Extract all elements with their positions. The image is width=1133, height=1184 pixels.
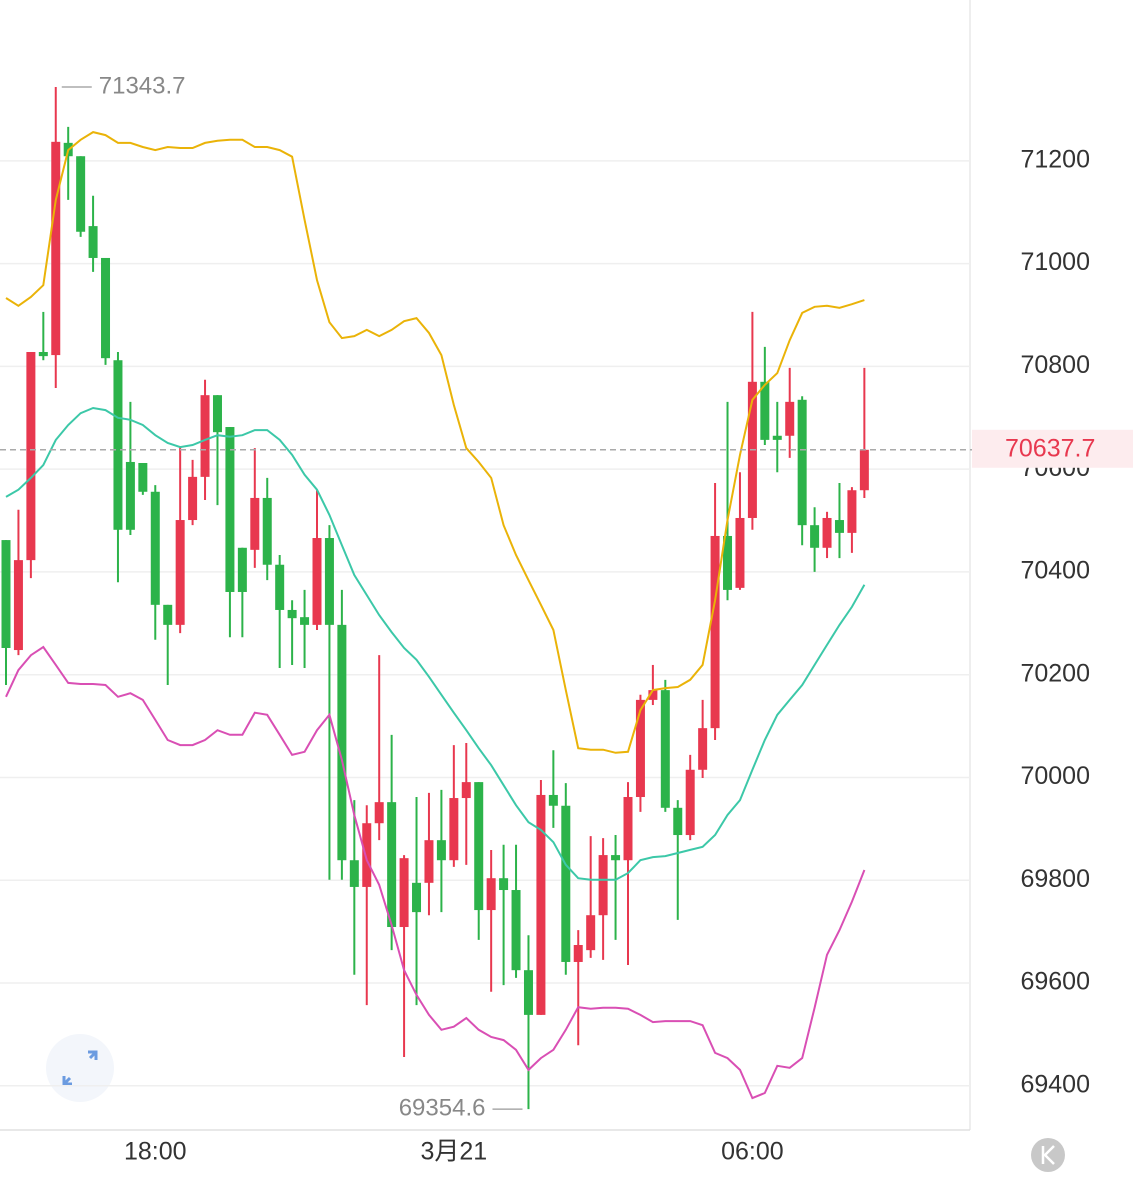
y-tick-label: 69400 [1020,1070,1090,1098]
band-line [5,406,866,881]
candle-body [561,805,571,962]
candle-body [735,517,745,588]
candle-body [810,525,820,548]
high-label: 71343.7 [99,72,186,99]
candle-body [586,915,596,951]
last-price-box [972,429,1133,468]
candle-body [710,535,720,729]
candle-body [51,141,61,356]
candle-body [101,257,111,359]
x-tick-label: 3月21 [420,1138,487,1166]
candle-body [349,860,359,887]
candle-body [623,797,633,861]
candle-body [834,520,844,533]
y-tick-label: 70400 [1020,557,1090,585]
candle-body [760,381,770,440]
candle-body [287,609,297,619]
band-line [5,645,866,1100]
candle-body [548,794,558,806]
candle-body [412,882,422,913]
k-button[interactable] [1031,1138,1065,1172]
candle-body [387,802,397,928]
candle-body [797,399,807,526]
candle-body [685,769,695,836]
candle-body [772,435,782,440]
candle-body [635,699,645,798]
y-tick-label: 69800 [1020,865,1090,893]
candle-body [723,535,733,590]
candle-body [511,890,521,971]
candle-body [262,497,272,565]
candle-body [1,540,11,648]
band-line [5,131,865,754]
candle-body [785,401,795,436]
candle-body [337,624,347,861]
candle-body [573,945,583,962]
y-tick-label: 70800 [1020,351,1090,379]
candle-body [200,395,210,477]
y-tick-label: 70000 [1020,762,1090,790]
candle-body [163,604,173,625]
candle-body [523,970,533,1015]
y-tick-label: 71200 [1020,145,1090,173]
candle-body [225,427,235,592]
candle-body [212,395,222,433]
candle-body [237,547,247,592]
k-icon[interactable] [1041,1145,1055,1165]
candle-body [312,538,322,625]
candle-body [138,462,148,492]
candle-body [474,782,484,911]
k-circle[interactable] [1031,1138,1065,1172]
expand-icon[interactable] [62,1050,98,1086]
candle-body [362,823,372,887]
x-tick-label: 18:00 [124,1138,187,1166]
candle-body [598,855,608,916]
candle-body [536,794,546,1015]
expand-button[interactable] [46,1034,114,1102]
low-label: 69354.6 [399,1094,486,1121]
candle-body [822,517,832,548]
candle-body [449,798,459,861]
last-price-label: 70637.7 [1005,434,1095,462]
candle-body [324,538,334,625]
candle-body [125,461,135,530]
candle-body [113,360,123,530]
candle-body [698,728,708,770]
candle-body [673,807,683,836]
candle-body [188,476,198,521]
candle-body [399,858,409,928]
candle-body [859,449,869,491]
candle-body [436,840,446,861]
y-tick-label: 70200 [1020,659,1090,687]
y-tick-label: 71000 [1020,248,1090,276]
expand-circle[interactable] [46,1034,114,1102]
candle-body [611,855,621,861]
y-tick-label: 69600 [1020,968,1090,996]
candle-body [76,156,86,232]
x-tick-label: 06:00 [721,1138,784,1166]
candle-body [26,352,36,561]
candle-body [648,690,658,700]
candle-body [424,840,434,883]
candle-body [486,878,496,911]
candle-body [275,564,285,610]
candle-body [250,497,260,550]
candle-body [13,560,23,651]
candle-body [499,878,509,891]
candle-body [461,782,471,799]
candle-body [847,490,857,533]
candle-body [374,802,384,824]
candle-body [175,520,185,625]
candle-body [150,491,160,605]
candle-body [88,226,98,258]
candle-body [38,352,48,357]
candle-body [660,690,670,808]
candle-body [300,617,310,625]
